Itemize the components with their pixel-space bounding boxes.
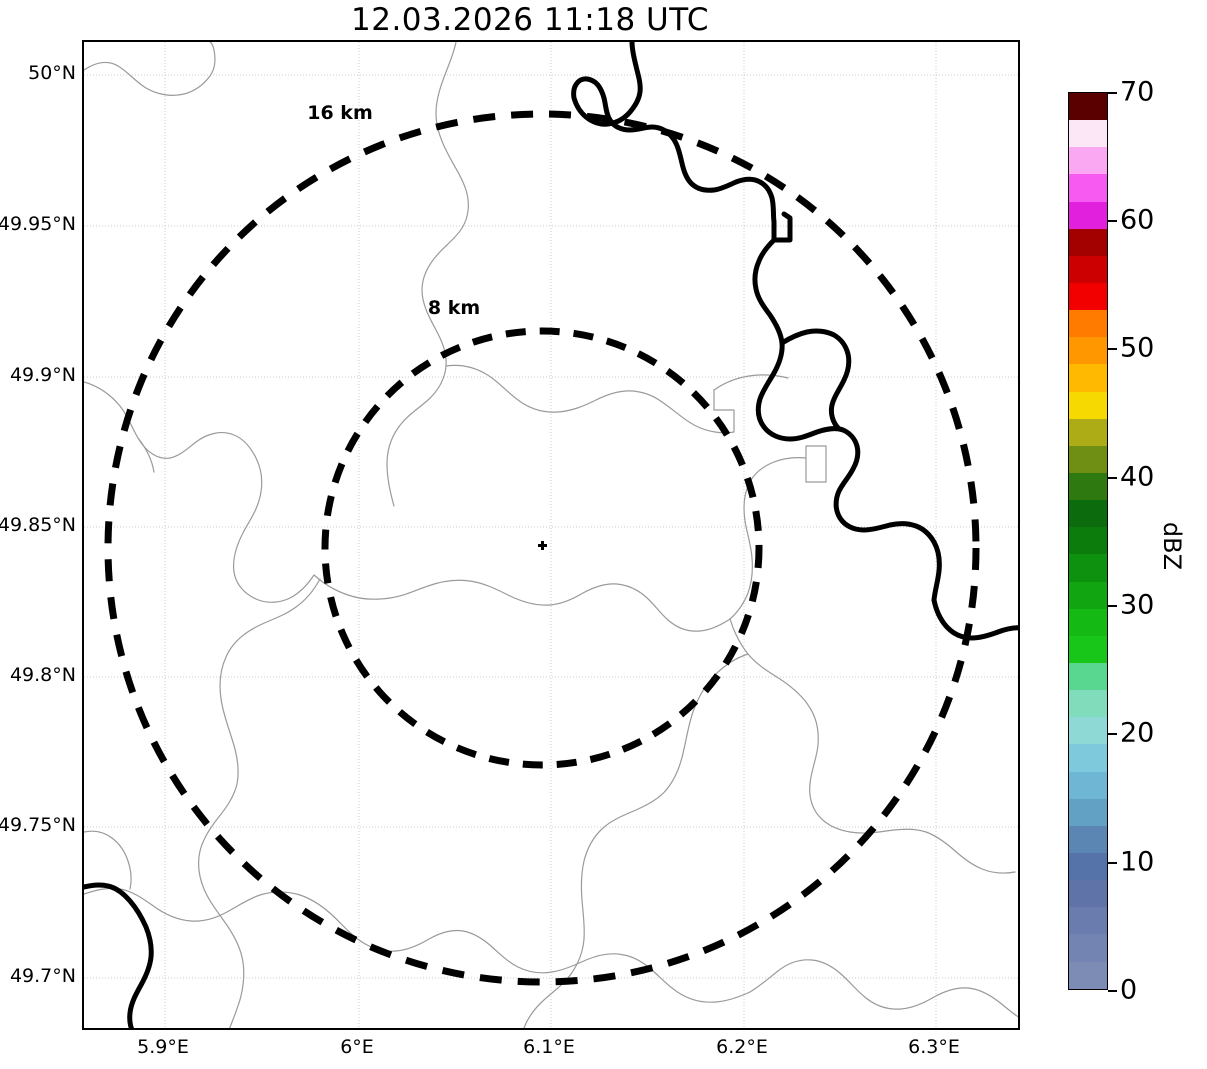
colorbar-band (1069, 201, 1107, 229)
colorbar-axis-label: dBZ (1158, 521, 1186, 571)
colorbar-band (1069, 635, 1107, 663)
colorbar-band (1069, 174, 1107, 202)
colorbar-tick-label: 40 (1120, 461, 1155, 493)
y-tick-label: 49.95°N (0, 213, 76, 235)
colorbar-band (1069, 228, 1107, 256)
colorbar-tick-label: 30 (1120, 589, 1155, 621)
colorbar-band (1069, 581, 1107, 609)
radar-site-marker (538, 541, 547, 550)
colorbar-band (1069, 418, 1107, 446)
colorbar-tick-mark (1108, 990, 1117, 992)
colorbar-band (1069, 364, 1107, 392)
colorbar-band (1069, 852, 1107, 881)
page-title: 12.03.2026 11:18 UTC (351, 2, 709, 38)
x-tick-label: 6.2°E (716, 1036, 768, 1058)
colorbar-tick-mark (1108, 92, 1117, 94)
colorbar-band (1069, 527, 1107, 555)
colorbar-band (1069, 934, 1107, 962)
colorbar-tick-mark (1108, 348, 1117, 350)
colorbar-tick-label: 20 (1120, 717, 1155, 749)
colorbar-band (1069, 907, 1107, 935)
colorbar-band (1069, 255, 1107, 283)
colorbar-band (1069, 608, 1107, 636)
y-tick-label: 50°N (28, 62, 76, 84)
colorbar-band (1069, 717, 1107, 745)
colorbar-tick-mark (1108, 862, 1117, 864)
colorbar-tick-label: 10 (1120, 846, 1155, 878)
colorbar-tick-label: 70 (1120, 76, 1155, 108)
national-border (84, 42, 1018, 1028)
colorbar-band (1069, 120, 1107, 148)
colorbar-band (1069, 93, 1107, 121)
colorbar-band (1069, 798, 1107, 826)
x-tick-label: 5.9°E (137, 1036, 189, 1058)
colorbar-band (1069, 662, 1107, 691)
colorbar-band (1069, 337, 1107, 365)
range-rings (104, 110, 980, 986)
colorbar-tick-mark (1108, 477, 1117, 479)
y-tick-label: 49.7°N (9, 965, 76, 987)
x-tick-label: 6°E (340, 1036, 374, 1058)
y-tick-label: 49.9°N (9, 364, 76, 386)
map-plot-area[interactable]: 16 km 8 km (82, 40, 1020, 1030)
colorbar-tick-label: 0 (1120, 974, 1138, 1006)
colorbar-band (1069, 690, 1107, 718)
y-tick-label: 49.75°N (0, 814, 76, 836)
colorbar-tick-label: 50 (1120, 332, 1155, 364)
colorbar-band (1069, 880, 1107, 908)
colorbar-band (1069, 310, 1107, 338)
reflectivity-colorbar[interactable] (1068, 92, 1108, 990)
y-tick-label: 49.8°N (9, 664, 76, 686)
colorbar-band (1069, 961, 1107, 989)
colorbar-band (1069, 282, 1107, 311)
colorbar-band (1069, 744, 1107, 772)
range-ring-16km (104, 110, 980, 986)
grid-lines (84, 42, 1018, 1028)
colorbar-tick-mark (1108, 733, 1117, 735)
district-boundaries (84, 42, 1018, 1028)
colorbar-tick-label: 60 (1120, 204, 1155, 236)
colorbar-band (1069, 771, 1107, 799)
range-ring-label-16km: 16 km (307, 102, 373, 124)
colorbar-tick-mark (1108, 220, 1117, 222)
colorbar-band (1069, 554, 1107, 582)
colorbar-tick-mark (1108, 605, 1117, 607)
colorbar-band (1069, 500, 1107, 528)
map-canvas (84, 42, 1018, 1028)
colorbar-band (1069, 825, 1107, 853)
x-tick-label: 6.3°E (908, 1036, 960, 1058)
range-ring-8km (321, 327, 763, 769)
y-tick-label: 49.85°N (0, 514, 76, 536)
colorbar-band (1069, 472, 1107, 501)
colorbar-band (1069, 445, 1107, 473)
x-tick-label: 6.1°E (523, 1036, 575, 1058)
colorbar-band (1069, 147, 1107, 175)
range-ring-label-8km: 8 km (427, 297, 481, 319)
colorbar-band (1069, 391, 1107, 419)
